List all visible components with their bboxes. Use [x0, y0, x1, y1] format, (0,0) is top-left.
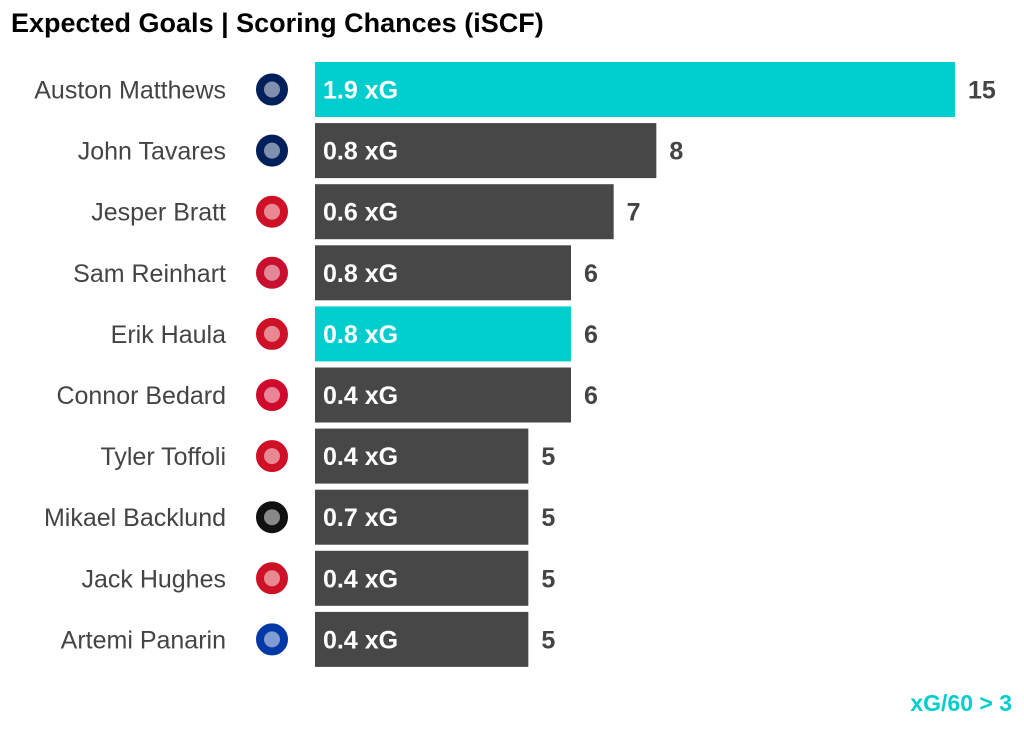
bar	[315, 367, 571, 423]
player-label: Artemi Panarin	[61, 626, 226, 654]
highlight-note: xG/60 > 3	[910, 690, 1012, 716]
chicago-blackhawks-logo-icon	[254, 377, 290, 413]
toronto-maple-leafs-logo-icon	[254, 132, 290, 169]
bar	[315, 611, 529, 667]
xg-label: 0.7 xG	[323, 504, 398, 532]
xg-label: 0.8 xG	[323, 138, 398, 166]
bar	[315, 184, 614, 240]
bar	[315, 428, 529, 484]
xg-label: 0.4 xG	[323, 626, 398, 654]
value-label: 7	[627, 199, 641, 227]
xg-label: 0.8 xG	[323, 260, 398, 288]
xg-label: 0.4 xG	[323, 443, 398, 471]
new-york-rangers-logo-icon	[254, 621, 290, 658]
xg-label: 0.4 xG	[323, 565, 398, 593]
bar	[315, 550, 529, 606]
player-label: Jesper Bratt	[91, 199, 226, 227]
value-label: 6	[584, 321, 598, 349]
value-label: 8	[669, 138, 683, 166]
xg-label: 0.4 xG	[323, 382, 398, 410]
value-label: 5	[541, 565, 555, 593]
player-label: Jack Hughes	[81, 565, 226, 593]
bar	[315, 245, 571, 301]
new-jersey-devils-logo-icon	[254, 438, 290, 475]
value-label: 6	[584, 260, 598, 288]
player-label: Tyler Toffoli	[100, 443, 226, 471]
toronto-maple-leafs-logo-icon	[254, 71, 290, 108]
chart-title: Expected Goals | Scoring Chances (iSCF)	[11, 8, 544, 38]
bar	[315, 123, 657, 179]
bar	[315, 62, 955, 117]
xg-label: 0.8 xG	[323, 321, 398, 349]
player-label: Mikael Backlund	[44, 504, 226, 532]
player-label: Sam Reinhart	[73, 260, 226, 288]
player-label: John Tavares	[78, 138, 226, 166]
value-label: 5	[541, 443, 555, 471]
value-label: 5	[541, 626, 555, 654]
value-label: 5	[541, 504, 555, 532]
bar	[315, 306, 571, 362]
bar	[315, 489, 529, 545]
player-label: Erik Haula	[111, 321, 226, 349]
new-jersey-devils-logo-icon	[254, 315, 290, 352]
new-jersey-devils-logo-icon	[254, 560, 290, 597]
new-jersey-devils-logo-icon	[254, 193, 290, 230]
player-label: Auston Matthews	[34, 77, 226, 105]
player-label: Connor Bedard	[56, 382, 226, 410]
florida-panthers-logo-icon	[254, 254, 290, 291]
calgary-flames-logo-icon	[254, 499, 290, 536]
value-label: 6	[584, 382, 598, 410]
value-label: 15	[968, 77, 996, 105]
xg-label: 1.9 xG	[323, 77, 398, 105]
xg-label: 0.6 xG	[323, 199, 398, 227]
